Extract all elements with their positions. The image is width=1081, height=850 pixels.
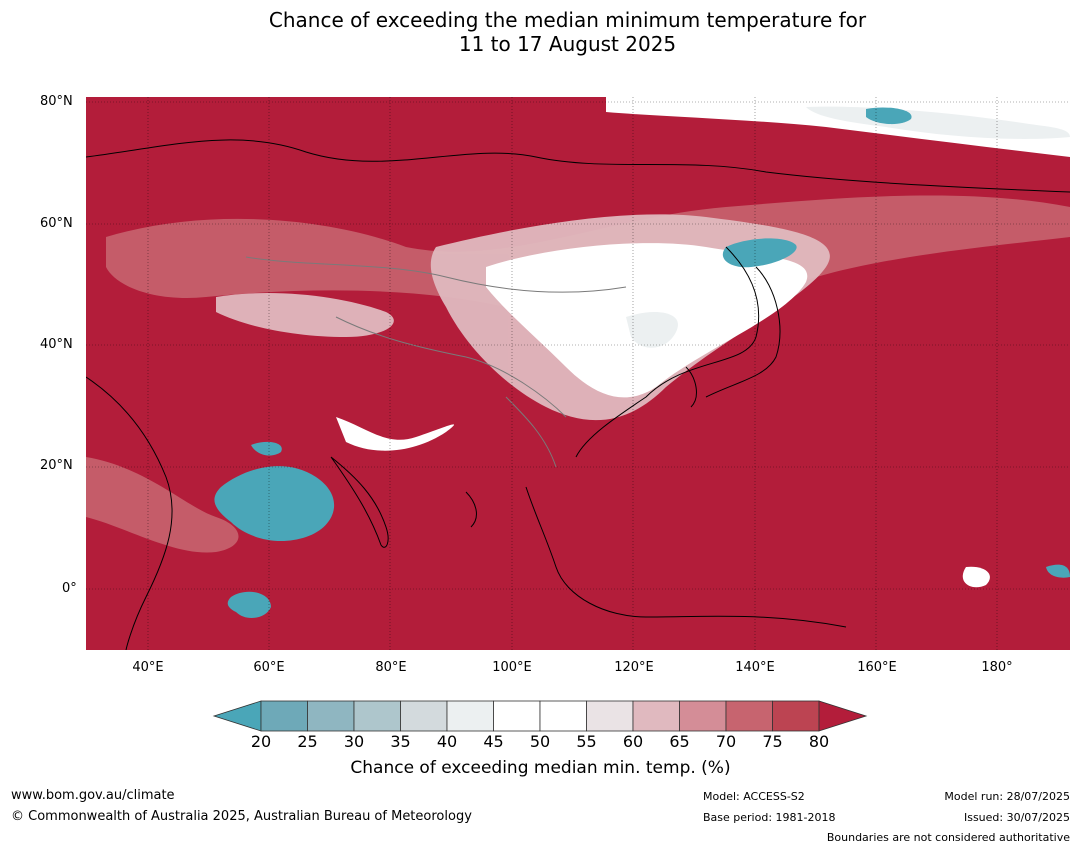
lon-label-60e: 60°E [253, 660, 285, 675]
colorbar-tick-label: 70 [715, 732, 737, 751]
map-title-line1: Chance of exceeding the median minimum t… [268, 8, 867, 32]
colorbar-tick-label: 75 [762, 732, 783, 751]
colorbar-segment [307, 700, 355, 732]
colorbar-segment [679, 700, 727, 732]
colorbar-segment [725, 700, 773, 732]
colorbar-tick-label: 40 [436, 732, 458, 751]
footer-model-run: Model run: 28/07/2025 [944, 790, 1070, 803]
lon-label-160e: 160°E [857, 660, 897, 675]
colorbar-segment [632, 700, 680, 732]
lon-label-40e: 40°E [132, 660, 164, 675]
coastlines [86, 139, 1070, 650]
colorbar-segment [493, 700, 541, 732]
colorbar-segment [353, 700, 401, 732]
map-title-line2: 11 to 17 August 2025 [458, 32, 677, 56]
footer-disclaimer: Boundaries are not considered authoritat… [826, 831, 1070, 844]
colorbar-segment [539, 700, 587, 732]
footer-url: www.bom.gov.au/climate [11, 788, 175, 803]
colorbar-tick-label: 55 [576, 732, 597, 751]
footer-model: Model: ACCESS-S2 [703, 790, 805, 803]
lon-label-80e: 80°E [375, 660, 407, 675]
colorbar-tick-label: 20 [250, 732, 272, 751]
colorbar-tick-label: 65 [669, 732, 690, 751]
colorbar-tick-label: 60 [622, 732, 644, 751]
colorbar-segment [260, 700, 308, 732]
colorbar-tick-label: 30 [343, 732, 365, 751]
colorbar-tick-label: 35 [390, 732, 411, 751]
colorbar-tick-label: 50 [529, 732, 551, 751]
probability-map [86, 97, 1070, 650]
colorbar-extend-low [212, 700, 262, 732]
lon-label-180: 180° [981, 660, 1013, 675]
colorbar-tick-label: 45 [483, 732, 504, 751]
colorbar-segment [400, 700, 448, 732]
lon-label-100e: 100°E [492, 660, 532, 675]
colorbar-tick-label: 25 [297, 732, 318, 751]
colorbar-extend-high [818, 700, 868, 732]
colorbar-label: Chance of exceeding median min. temp. (%… [350, 758, 731, 778]
colorbar-tick-label: 80 [808, 732, 830, 751]
lat-label-80n: 80°N [40, 94, 73, 109]
colorbar-segment [446, 700, 494, 732]
colorbar-segment [586, 700, 634, 732]
lon-label-140e: 140°E [735, 660, 775, 675]
footer-base-period: Base period: 1981-2018 [703, 811, 836, 824]
lat-label-0: 0° [62, 581, 77, 596]
map-title: Chance of exceeding the median minimum t… [0, 8, 1081, 56]
lat-label-40n: 40°N [40, 337, 73, 352]
colorbar [212, 700, 868, 732]
map-canvas [86, 97, 1070, 650]
footer-copyright: © Commonwealth of Australia 2025, Austra… [11, 809, 472, 824]
lat-label-60n: 60°N [40, 216, 73, 231]
colorbar-segment [772, 700, 820, 732]
probability-band-20-35 [214, 107, 1070, 619]
graticule [86, 97, 1070, 650]
lat-label-20n: 20°N [40, 458, 73, 473]
lon-label-120e: 120°E [614, 660, 654, 675]
footer-issued: Issued: 30/07/2025 [963, 811, 1070, 824]
